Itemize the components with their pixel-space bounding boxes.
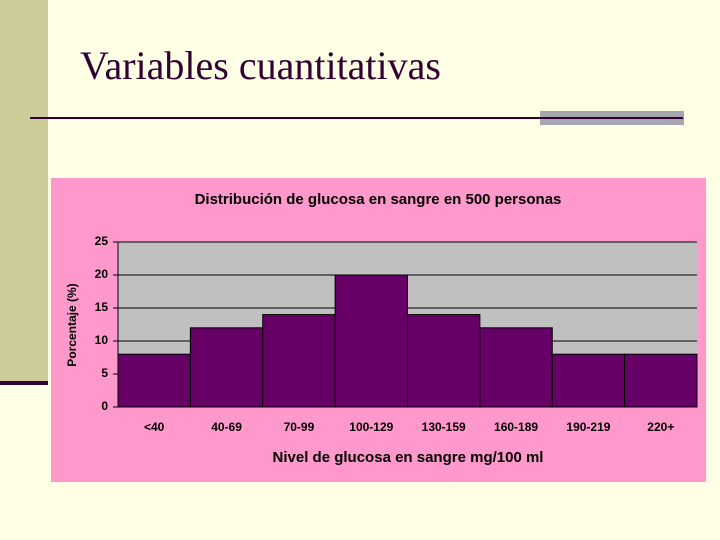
bar — [117, 353, 191, 408]
y-tick-label: 10 — [95, 333, 109, 347]
x-tick-label: 160-189 — [494, 420, 538, 434]
slide-title: Variables cuantitativas — [80, 43, 441, 88]
x-axis-label: Nivel de glucosa en sangre mg/100 ml — [273, 449, 544, 466]
bar — [407, 314, 481, 408]
bar — [189, 327, 264, 408]
x-tick-label: 40-69 — [211, 420, 242, 434]
bar — [479, 327, 553, 408]
y-tick-label: 20 — [95, 267, 109, 281]
side-rule — [0, 381, 48, 385]
side-bar — [0, 0, 48, 383]
x-tick-label: 220+ — [647, 420, 674, 434]
y-tick-label: 0 — [101, 399, 108, 413]
bar — [551, 353, 626, 408]
y-tick-label: 25 — [95, 234, 109, 248]
y-axis-label: Porcentaje (%) — [65, 283, 79, 366]
x-tick-label: <40 — [144, 420, 165, 434]
x-tick-label: 130-159 — [422, 420, 466, 434]
bar — [624, 353, 698, 408]
bar — [262, 314, 336, 408]
x-tick-label: 70-99 — [284, 420, 315, 434]
chart-title: Distribución de glucosa en sangre en 500… — [195, 191, 562, 208]
x-tick-label: 190-219 — [566, 420, 610, 434]
y-tick-label: 5 — [101, 366, 108, 380]
x-tick-label: 100-129 — [349, 420, 393, 434]
y-tick-label: 15 — [95, 300, 109, 314]
bar — [334, 274, 408, 408]
